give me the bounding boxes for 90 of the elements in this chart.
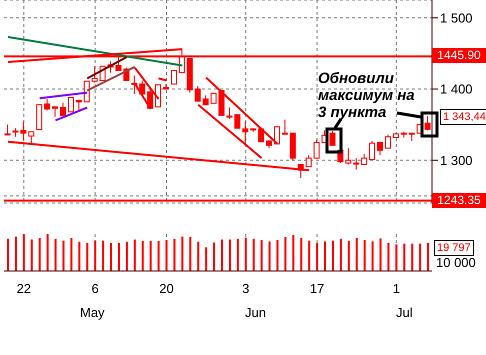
candlestick — [329, 130, 336, 146]
y-tick-label: 1 300 — [440, 152, 473, 168]
x-tick-label: 17 — [310, 281, 324, 296]
text: Jul — [396, 305, 413, 320]
text: Jun — [245, 305, 266, 320]
candlestick — [44, 98, 50, 111]
bar — [284, 236, 286, 271]
bar — [228, 240, 231, 271]
bar — [308, 240, 310, 271]
bar — [94, 240, 96, 271]
bar — [300, 238, 302, 271]
bar — [173, 238, 176, 271]
bar — [380, 238, 382, 271]
bar — [126, 242, 128, 271]
candlestick — [314, 139, 320, 159]
bar — [197, 242, 200, 271]
candlestick — [226, 107, 232, 120]
candlestick — [170, 70, 177, 85]
bar — [213, 242, 216, 271]
bar — [236, 238, 239, 271]
bar — [118, 242, 120, 271]
bar — [276, 240, 278, 271]
bar — [260, 240, 263, 271]
x-tick-label: 3 — [242, 281, 250, 296]
ref-line-label: 1445.90 — [432, 48, 486, 64]
bar — [348, 241, 350, 271]
bar — [102, 240, 104, 271]
x-tick-label: 6 — [92, 281, 99, 296]
bar — [142, 241, 144, 271]
bar — [356, 238, 358, 271]
bar — [332, 240, 334, 271]
bar — [46, 234, 49, 271]
x-tick-label: 22 — [16, 281, 32, 296]
bar — [372, 241, 374, 271]
candlestick — [202, 94, 209, 106]
bar — [62, 240, 64, 271]
bar — [316, 242, 318, 271]
bar — [38, 238, 41, 271]
text: 19 797 — [434, 240, 474, 256]
bar — [78, 242, 80, 271]
candlestick — [4, 124, 10, 136]
candlestick — [377, 141, 384, 156]
bar — [395, 244, 398, 271]
ref-line-label: 1243.35 — [432, 192, 486, 208]
bar — [150, 241, 152, 271]
x-tick-label: 20 — [159, 281, 174, 296]
bar — [221, 240, 223, 271]
y-tick-label: 1 400 — [440, 82, 473, 97]
candlestick — [76, 99, 82, 112]
candlestick — [384, 134, 391, 149]
bar — [427, 242, 430, 271]
bar — [86, 242, 88, 271]
candlestick — [424, 116, 431, 131]
bar — [324, 241, 326, 271]
candlestick — [282, 119, 288, 135]
candlestick — [68, 97, 74, 112]
bar — [340, 238, 342, 271]
bar — [189, 236, 192, 271]
bar — [70, 238, 72, 271]
bar — [134, 240, 136, 271]
bar — [7, 238, 9, 271]
bar — [244, 238, 247, 271]
bar — [181, 236, 184, 271]
candlestick — [361, 153, 368, 166]
bar — [158, 241, 160, 271]
bar — [268, 241, 271, 271]
text: May — [80, 305, 105, 320]
y-tick-label: 1 500 — [440, 10, 473, 26]
text: 10 000 — [436, 255, 476, 270]
bar — [14, 236, 17, 271]
candlestick — [210, 92, 217, 104]
bar — [166, 240, 168, 271]
bar — [205, 247, 208, 271]
annotation: Обновили максимум на 3 пункта — [318, 70, 416, 121]
bar — [110, 242, 112, 271]
text: 1 343,44 — [440, 109, 486, 125]
bar — [419, 244, 422, 271]
x-tick-label: 1 — [392, 281, 400, 296]
candlestick — [52, 106, 58, 118]
bar — [411, 244, 414, 271]
candlestick — [234, 114, 240, 129]
bar — [54, 238, 57, 271]
bar — [403, 244, 406, 271]
bar — [30, 240, 33, 271]
candlestick — [60, 102, 66, 118]
bar — [364, 240, 366, 271]
candlestick — [369, 140, 376, 160]
bar — [252, 238, 255, 271]
bar — [387, 242, 390, 271]
bar — [292, 235, 294, 271]
